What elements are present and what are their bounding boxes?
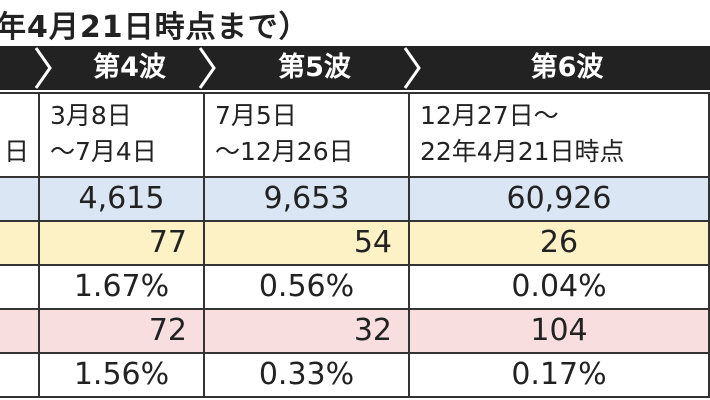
value-text: 54 (353, 225, 392, 260)
value-text: 9,653 (263, 181, 350, 216)
value-text: 72 (148, 313, 187, 348)
row-cell (0, 178, 40, 222)
row-cell (0, 266, 40, 310)
value-text: 1.56% (73, 357, 170, 392)
period-line: 12月27日～ (420, 101, 559, 130)
value-text: 104 (530, 313, 588, 348)
header-cell: 第4波 (93, 52, 166, 83)
period-cell: 7月5日 ～12月26日 (205, 92, 410, 178)
value-text: 77 (148, 225, 187, 260)
value-text: 0.33% (258, 357, 355, 392)
header-cell: 第5波 (278, 52, 351, 83)
period-text: 日 (4, 137, 30, 166)
value-cell: 72 (40, 310, 205, 354)
value-text: 0.04% (511, 269, 607, 304)
value-text: 0.17% (511, 357, 607, 392)
title: 年4月21日時点まで） (0, 10, 310, 45)
value-text: 0.56% (258, 269, 355, 304)
value-cell: 0.33% (205, 354, 410, 398)
value-text: 26 (539, 225, 579, 260)
value-cell: 77 (40, 222, 205, 266)
value-cell: 4,615 (40, 178, 205, 222)
value-text: 60,926 (506, 181, 612, 216)
period-line: ～7月4日 (50, 137, 157, 166)
value-text: 1.67% (73, 269, 170, 304)
value-cell: 1.56% (40, 354, 205, 398)
value-cell: 0.56% (205, 266, 410, 310)
value-cell: 0.17% (410, 354, 710, 398)
value-cell: 1.67% (40, 266, 205, 310)
header-cell: 第6波 (530, 52, 604, 83)
value-cell: 0.04% (410, 266, 710, 310)
value-cell: 104 (410, 310, 710, 354)
value-text: 4,615 (78, 181, 165, 216)
value-cell: 54 (205, 222, 410, 266)
row-cell (0, 354, 40, 398)
period-line: 7月5日 (215, 101, 297, 130)
header-bar (0, 46, 710, 90)
period-line: ～12月26日 (215, 137, 354, 166)
value-cell: 32 (205, 310, 410, 354)
row-cell (0, 310, 40, 354)
value-cell: 9,653 (205, 178, 410, 222)
row-cell (0, 222, 40, 266)
period-cell: 12月27日～ 22年4月21日時点 (410, 92, 710, 178)
period-line: 22年4月21日時点 (420, 137, 625, 166)
period-line: 3月8日 (50, 101, 132, 130)
period-cell: 3月8日 ～7月4日 (40, 92, 205, 178)
chevrons (34, 47, 421, 89)
value-cell: 26 (410, 222, 710, 266)
value-text: 32 (353, 313, 392, 348)
value-cell: 60,926 (410, 178, 710, 222)
period-cell: 日 (0, 92, 40, 178)
